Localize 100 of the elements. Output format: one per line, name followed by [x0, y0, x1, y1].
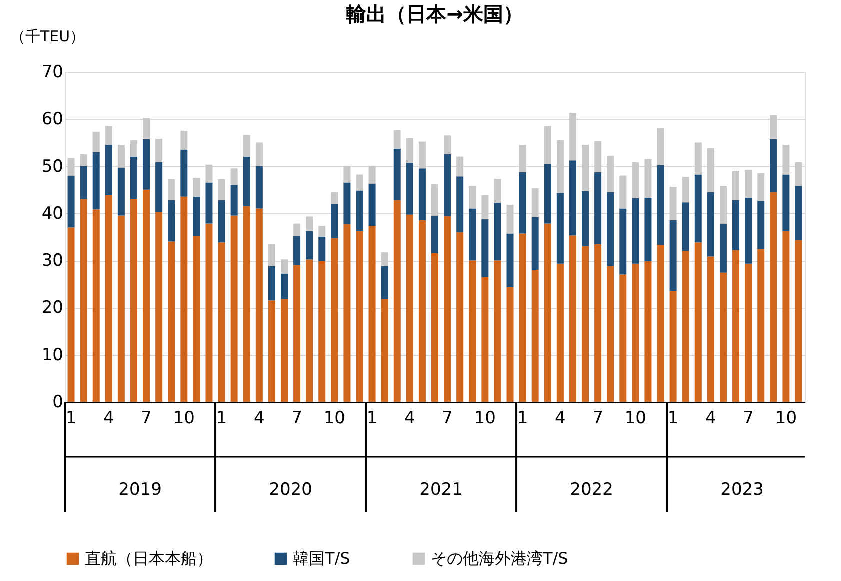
x-tick-label: 10	[324, 408, 346, 428]
bar	[494, 203, 502, 261]
bar	[294, 265, 301, 402]
bar	[230, 185, 238, 216]
bar	[506, 287, 514, 402]
x-tick-label: 10	[775, 408, 798, 428]
bar	[632, 264, 640, 402]
bar	[418, 142, 426, 169]
bar	[180, 196, 188, 402]
bar	[230, 168, 238, 186]
x-tick-label: 4	[404, 408, 416, 428]
bar	[356, 231, 364, 402]
bar	[306, 231, 314, 260]
bar	[406, 162, 414, 215]
bar	[118, 216, 125, 402]
bar	[206, 224, 213, 402]
bar	[193, 236, 200, 402]
bar	[544, 224, 552, 402]
bar	[344, 166, 351, 183]
bar	[707, 256, 714, 402]
bar	[306, 260, 314, 402]
x-tick-label: 7	[592, 408, 604, 428]
bar	[168, 200, 176, 242]
y-tick-label: 30	[42, 251, 64, 272]
bar	[206, 182, 213, 224]
bar	[280, 260, 288, 274]
bar	[770, 192, 778, 402]
bar	[432, 254, 438, 402]
bar	[720, 224, 727, 273]
bar	[92, 152, 100, 210]
bar	[469, 186, 476, 209]
bar	[268, 300, 276, 402]
bar	[506, 234, 514, 288]
bar	[218, 242, 226, 402]
bar	[230, 216, 238, 402]
bar	[694, 174, 702, 243]
bar	[670, 220, 677, 292]
bar	[607, 266, 614, 402]
bar	[143, 190, 150, 402]
bar	[280, 274, 288, 300]
bar	[707, 148, 714, 192]
y-tick-label: 60	[42, 110, 64, 130]
legend-label: 直航（日本本船）	[85, 549, 213, 568]
bar	[569, 236, 576, 402]
bar	[143, 139, 150, 190]
bar	[569, 113, 576, 161]
bar	[193, 196, 200, 236]
bar	[318, 262, 326, 402]
bar	[268, 244, 276, 266]
bar	[582, 246, 590, 402]
bar	[156, 138, 163, 163]
bar	[218, 200, 226, 243]
bar	[782, 174, 790, 232]
x-tick-label: 1	[517, 408, 528, 428]
bar	[632, 162, 640, 198]
bar	[594, 244, 602, 402]
bar	[644, 198, 652, 262]
bar	[682, 177, 690, 203]
bar	[582, 145, 590, 192]
bar	[344, 182, 351, 224]
bar	[80, 166, 88, 200]
bar	[782, 145, 790, 175]
y-tick-label: 20	[42, 298, 64, 318]
bar	[670, 291, 677, 402]
bar	[130, 199, 138, 402]
bar	[256, 208, 263, 402]
bar	[556, 264, 564, 402]
bar	[356, 190, 364, 232]
bar	[206, 164, 213, 183]
bar	[105, 145, 112, 196]
bar	[569, 160, 576, 236]
bar	[670, 187, 677, 220]
x-tick-label: 1	[668, 408, 679, 428]
bar	[732, 250, 740, 402]
bar	[456, 232, 464, 402]
x-tick-label: 1	[216, 408, 228, 428]
bar	[418, 168, 426, 220]
x-tick-label: 10	[173, 408, 195, 428]
bar	[694, 242, 702, 402]
bar	[394, 200, 401, 402]
legend-label: その他海外港湾T/S	[431, 549, 568, 568]
bar	[732, 171, 740, 200]
bar	[745, 170, 752, 198]
bar	[519, 172, 526, 234]
bar	[657, 128, 664, 166]
bar	[469, 260, 476, 402]
x-tick-label: 4	[706, 408, 716, 428]
text: 2021	[420, 480, 463, 500]
bar	[80, 199, 88, 402]
bar	[294, 236, 301, 266]
text: 2023	[720, 480, 764, 500]
y-tick-label: 0	[52, 392, 64, 412]
y-tick-label: 50	[42, 156, 64, 177]
bar	[644, 262, 652, 402]
bar	[556, 193, 564, 264]
x-tick-label: 1	[66, 408, 77, 428]
y-tick-label: 40	[42, 204, 64, 224]
bar	[758, 173, 765, 202]
text: 2022	[570, 480, 614, 500]
x-tick-label: 10	[624, 408, 646, 428]
